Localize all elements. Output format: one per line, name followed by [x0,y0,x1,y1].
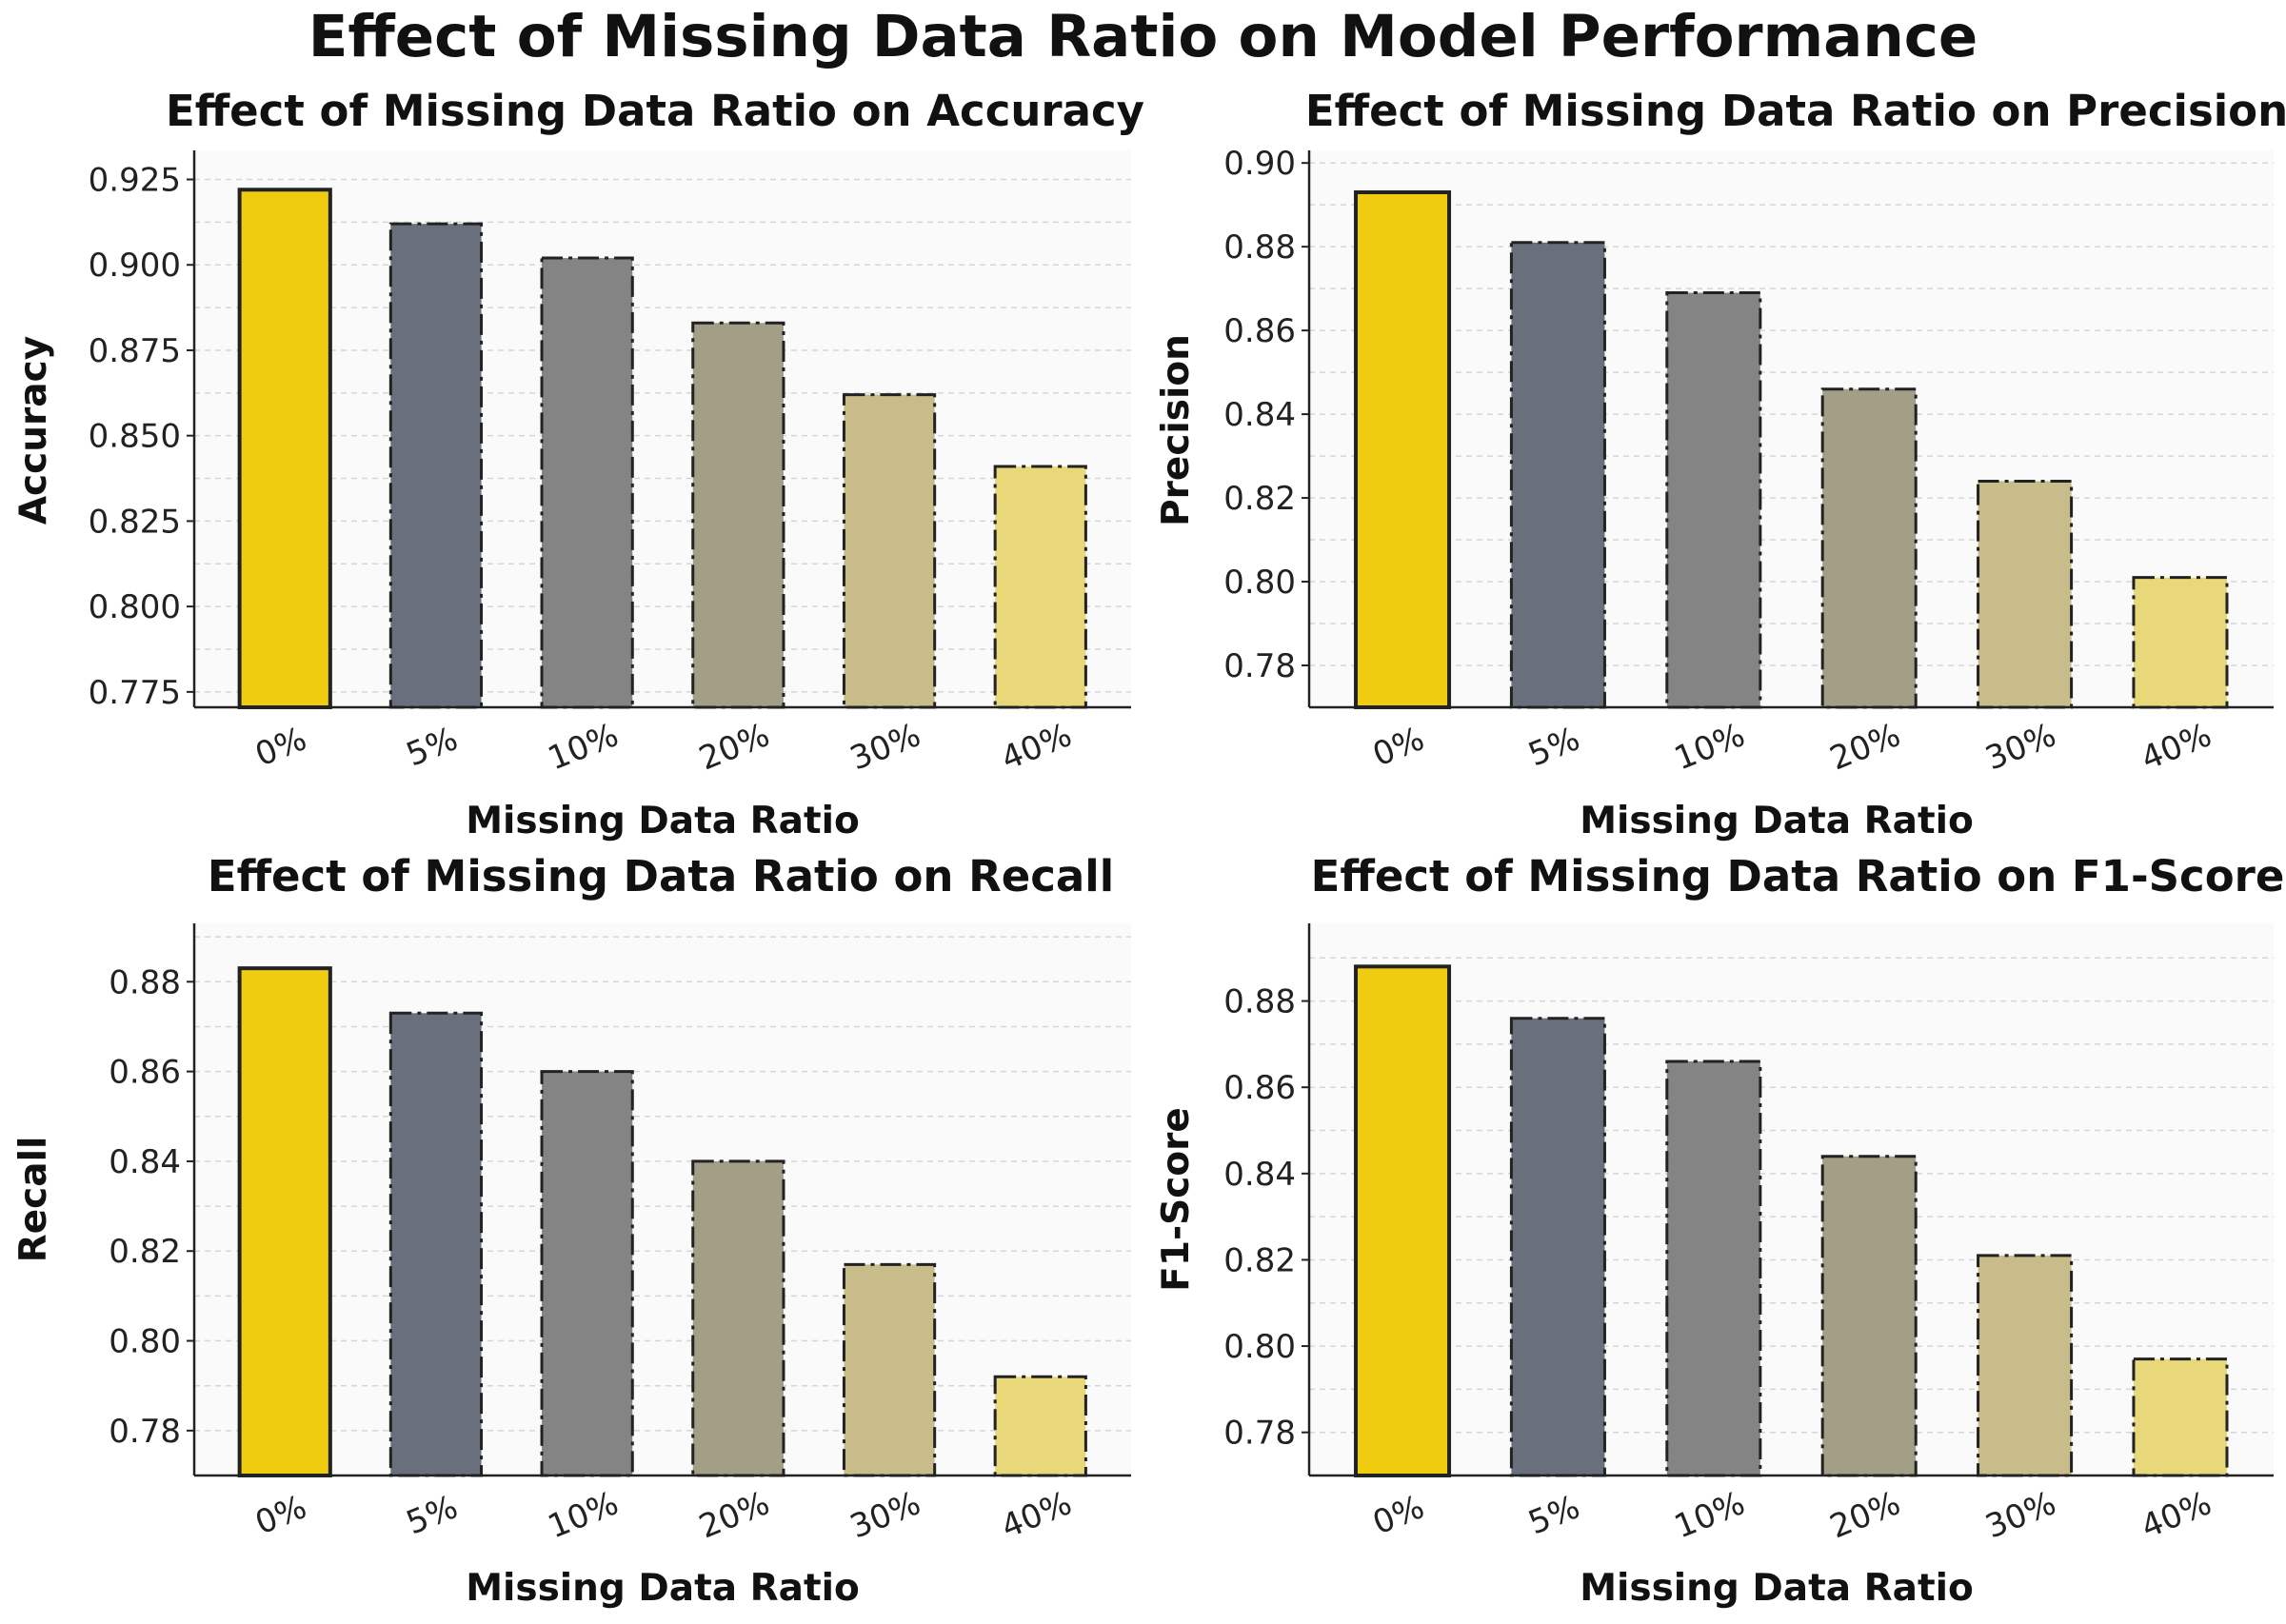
x-tick-label: 10% [543,716,624,778]
plot-area [1309,150,2274,707]
bar-30pct [1977,479,2074,709]
y-tick-label: 0.84 [1223,1156,1296,1194]
bar-20pct [1820,387,1918,709]
chart-title: Effect of Missing Data Ratio on Accuracy [166,86,1144,136]
x-axis-label: Missing Data Ratio [466,800,860,842]
x-tick-label: 30% [845,716,925,778]
bar-40pct [993,1375,1087,1477]
y-tick-label: 0.84 [109,1143,181,1181]
y-tick-label: 0.78 [1223,1415,1296,1453]
x-axis-label: Missing Data Ratio [466,1567,860,1610]
x-tick-label: 20% [694,1484,775,1546]
plot-area [194,150,1131,707]
x-tick-label: 40% [2136,716,2216,778]
y-tick-label: 0.78 [109,1413,181,1451]
y-tick-label: 0.925 [89,162,181,200]
y-tick-label: 0.86 [109,1054,181,1092]
y-tick-label: 0.850 [89,418,181,456]
chart-title: Effect of Missing Data Ratio on F1-Score [1311,851,2285,901]
x-tick-label: 30% [1980,1484,2061,1546]
chart-title: Effect of Missing Data Ratio on Recall [208,851,1114,901]
x-tick-label: 40% [2136,1484,2216,1546]
bar-10pct [540,1070,634,1477]
x-axis-label: Missing Data Ratio [1580,1567,1974,1610]
y-tick-label: 0.82 [1223,1241,1296,1279]
y-axis-label: Accuracy [12,336,55,525]
accuracy-chart: Effect of Missing Data Ratio on Accuracy… [12,86,1144,842]
x-tick-label: 20% [1825,716,1906,778]
x-tick-label: 0% [250,1488,312,1542]
y-tick-label: 0.86 [1223,1069,1296,1107]
y-tick-label: 0.80 [1223,564,1296,602]
bar-5pct [1509,241,1606,709]
main-title: Effect of Missing Data Ratio on Model Pe… [308,3,1978,70]
y-tick-label: 0.82 [109,1233,181,1271]
bar-10pct [540,256,634,709]
x-tick-label: 0% [1367,720,1429,774]
bar-40pct [2132,1357,2229,1477]
f1-score-chart: Effect of Missing Data Ratio on F1-Score… [1155,851,2285,1610]
x-tick-label: 40% [996,1484,1077,1546]
x-tick-label: 5% [1523,1488,1585,1542]
chart-title: Effect of Missing Data Ratio on Precisio… [1305,86,2286,136]
y-tick-label: 0.88 [109,963,181,1001]
x-tick-label: 40% [996,716,1077,778]
x-tick-label: 10% [1669,716,1750,778]
x-tick-label: 5% [401,1488,463,1542]
x-tick-label: 10% [543,1484,624,1546]
y-tick-label: 0.86 [1223,312,1296,350]
x-tick-label: 5% [1523,720,1585,774]
bar-5pct [1509,1017,1606,1477]
y-tick-label: 0.900 [89,247,181,285]
bar-20pct [1820,1155,1918,1477]
y-tick-label: 0.88 [1223,983,1296,1021]
x-tick-label: 30% [1980,716,2061,778]
recall-chart: Effect of Missing Data Ratio on Recall 0… [12,851,1131,1610]
y-tick-label: 0.84 [1223,396,1296,434]
y-tick-label: 0.80 [1223,1328,1296,1366]
bar-30pct [842,393,937,709]
bar-5pct [388,1011,484,1477]
y-tick-label: 0.775 [89,674,181,712]
x-tick-label: 20% [694,716,775,778]
y-tick-label: 0.78 [1223,647,1296,685]
y-axis-label: Precision [1155,334,1198,526]
bar-0pct [237,966,332,1477]
y-axis-label: Recall [12,1137,55,1263]
bar-0pct [1354,964,1452,1477]
x-tick-label: 5% [401,720,463,774]
y-tick-label: 0.800 [89,588,181,626]
x-tick-label: 10% [1669,1484,1750,1546]
y-tick-label: 0.88 [1223,228,1296,267]
bar-30pct [842,1262,937,1477]
bar-0pct [1354,189,1452,709]
y-tick-label: 0.82 [1223,480,1296,518]
bar-0pct [237,188,332,709]
bar-30pct [1977,1254,2074,1477]
precision-chart: Effect of Missing Data Ratio on Precisio… [1155,86,2286,842]
y-tick-label: 0.875 [89,332,181,370]
x-tick-label: 20% [1825,1484,1906,1546]
bar-5pct [388,222,484,709]
bar-10pct [1665,1060,1762,1477]
x-axis-label: Missing Data Ratio [1580,800,1974,842]
y-axis-label: F1-Score [1155,1107,1198,1292]
x-tick-label: 0% [250,720,312,774]
bar-40pct [2132,576,2229,709]
plot-area [1309,923,2274,1475]
y-tick-label: 0.80 [109,1323,181,1361]
bar-20pct [691,321,785,709]
bar-40pct [993,465,1087,709]
bar-20pct [691,1159,785,1477]
y-tick-label: 0.90 [1223,145,1296,183]
x-tick-label: 30% [845,1484,925,1546]
y-tick-label: 0.825 [89,503,181,541]
plot-area [194,923,1131,1475]
x-tick-label: 0% [1367,1488,1429,1542]
bar-10pct [1665,291,1762,709]
